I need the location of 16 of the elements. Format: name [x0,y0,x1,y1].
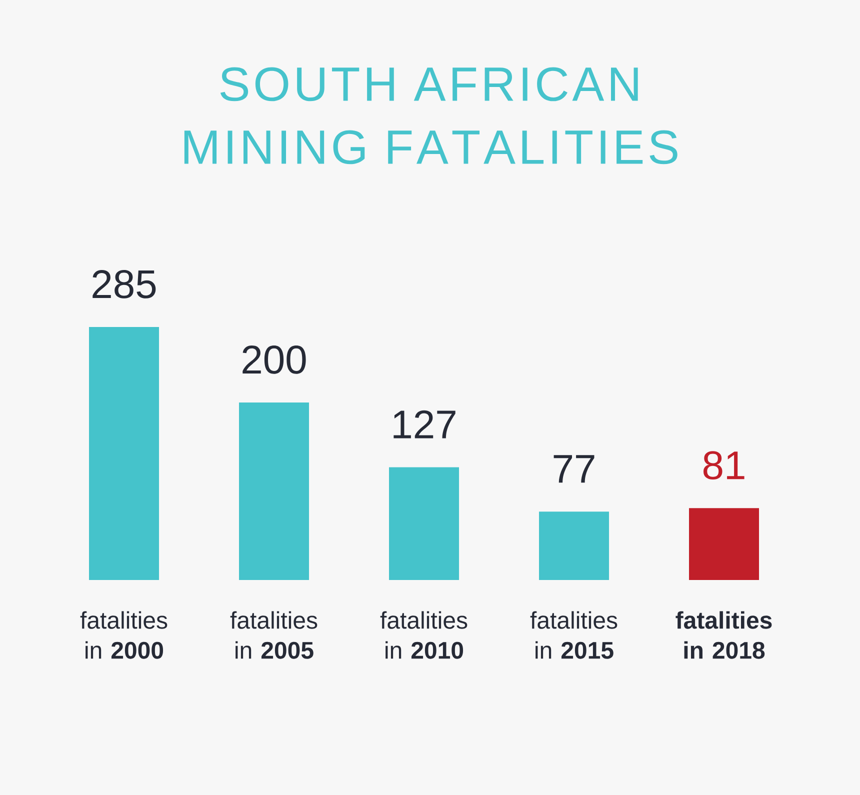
bar [389,467,460,580]
x-tick-label: fatalities in 2015 [530,611,618,659]
chart-title: SOUTH AFRICAN MINING FATALITIES [184,67,678,164]
bar [89,326,159,580]
x-tick-label: fatalities in 2000 [80,611,168,659]
data-label: 81 [703,451,744,480]
data-label: 285 [92,270,156,298]
x-tick-label: fatalities in 2018 [676,611,772,659]
x-tick-label: fatalities in 2005 [230,611,318,659]
bar [689,508,760,580]
data-label: 200 [242,346,306,374]
x-tick-label: fatalities in 2010 [380,611,468,659]
data-label: 127 [394,410,456,438]
data-label: 77 [554,455,594,483]
bar [239,402,309,580]
bar [539,512,610,580]
